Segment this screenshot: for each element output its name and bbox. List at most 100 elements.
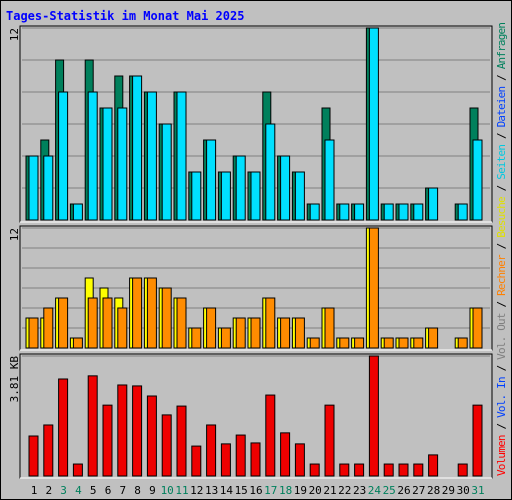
x-tick-label: 27 — [412, 484, 425, 497]
bar — [220, 171, 231, 221]
bar — [176, 297, 187, 349]
x-tick-label: 26 — [397, 484, 410, 497]
x-tick-label: 18 — [279, 484, 292, 497]
x-tick-label: 11 — [175, 484, 188, 497]
bar — [102, 404, 113, 477]
bar — [72, 337, 83, 349]
bar — [176, 405, 187, 477]
x-tick-label: 28 — [427, 484, 440, 497]
x-tick-label: 4 — [75, 484, 82, 497]
bar — [28, 317, 39, 349]
bar — [72, 203, 83, 221]
bar — [428, 187, 439, 221]
bar — [250, 442, 261, 477]
x-tick-label: 24 — [368, 484, 382, 497]
legend-item: Vol. Out — [495, 313, 508, 360]
bar — [413, 463, 424, 477]
bar — [413, 203, 424, 221]
bar — [265, 394, 276, 477]
x-tick-label: 22 — [338, 484, 351, 497]
bar — [161, 123, 172, 221]
chart-title: Tages-Statistik im Monat Mai 2025 — [6, 9, 244, 23]
legend-separator: / — [495, 359, 508, 377]
bar — [383, 203, 394, 221]
bar — [457, 337, 468, 349]
bar — [146, 91, 157, 221]
x-tick-label: 15 — [235, 484, 248, 497]
bar — [102, 297, 113, 349]
bar — [324, 139, 335, 221]
x-tick-label: 30 — [457, 484, 470, 497]
bar — [428, 454, 439, 477]
bar — [280, 317, 291, 349]
bar — [265, 297, 276, 349]
bar — [161, 414, 172, 477]
x-tick-label: 16 — [249, 484, 262, 497]
bar — [191, 445, 202, 477]
bar — [28, 435, 39, 477]
x-tick-label: 6 — [105, 484, 112, 497]
x-tick-label: 25 — [383, 484, 396, 497]
bar — [206, 139, 217, 221]
legend: Volumen / Vol. In / Vol. Out / Rechner /… — [495, 22, 508, 476]
x-tick-label: 2 — [45, 484, 52, 497]
legend-separator: / — [495, 417, 508, 435]
bar — [250, 317, 261, 349]
legend-separator: / — [495, 237, 508, 255]
bar — [428, 327, 439, 349]
bar — [339, 203, 350, 221]
bar — [368, 27, 379, 221]
bar — [220, 327, 231, 349]
bar — [43, 155, 54, 221]
legend-separator: / — [495, 295, 508, 313]
bar — [117, 307, 128, 349]
x-tick-label: 23 — [353, 484, 366, 497]
x-tick-label: 9 — [149, 484, 156, 497]
bar — [117, 384, 128, 477]
x-tick-label: 7 — [119, 484, 126, 497]
bar — [309, 463, 320, 477]
bar — [324, 307, 335, 349]
bar — [472, 404, 483, 477]
bar — [472, 307, 483, 349]
bar — [368, 227, 379, 349]
bar — [354, 337, 365, 349]
x-tick-label: 19 — [294, 484, 307, 497]
legend-item: Anfragen — [495, 22, 508, 69]
bar — [398, 203, 409, 221]
bar — [294, 443, 305, 477]
bar — [368, 355, 379, 477]
bar — [309, 337, 320, 349]
bar — [398, 463, 409, 477]
x-tick-label: 14 — [220, 484, 234, 497]
bar — [398, 337, 409, 349]
bar — [206, 307, 217, 349]
legend-separator: / — [495, 127, 508, 145]
bar — [265, 123, 276, 221]
bar — [161, 287, 172, 349]
bar — [472, 139, 483, 221]
bar — [339, 463, 350, 477]
x-tick-label: 8 — [134, 484, 141, 497]
bar — [280, 155, 291, 221]
bar — [250, 171, 261, 221]
bar — [28, 155, 39, 221]
bar — [206, 424, 217, 477]
bar — [43, 424, 54, 477]
x-tick-label: 17 — [264, 484, 277, 497]
legend-item: Volumen — [495, 435, 508, 476]
bar — [309, 203, 320, 221]
bar — [457, 463, 468, 477]
bar — [457, 203, 468, 221]
bar — [117, 107, 128, 221]
bar — [383, 463, 394, 477]
legend-separator: / — [495, 68, 508, 86]
x-tick-label: 31 — [471, 484, 484, 497]
y-tick-label: 12 — [8, 228, 21, 241]
x-tick-label: 21 — [323, 484, 336, 497]
legend-item: Besuche — [495, 196, 508, 237]
bar — [102, 107, 113, 221]
legend-item: Vol. In — [495, 376, 508, 417]
y-tick-label: 12 — [8, 28, 21, 41]
bar — [43, 307, 54, 349]
